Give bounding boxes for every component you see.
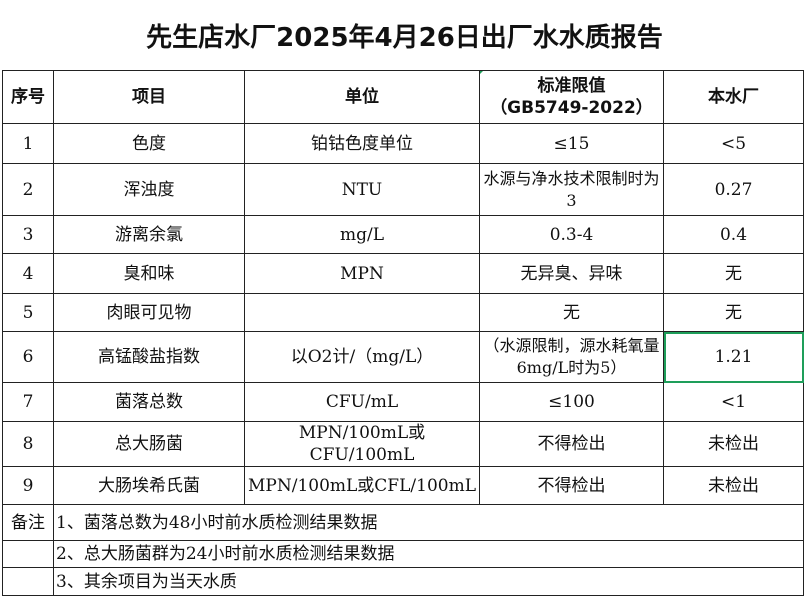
cell-value[interactable]: <1 xyxy=(663,382,804,422)
cell-no[interactable]: 2 xyxy=(2,163,54,216)
cell-limit[interactable]: 0.3-4 xyxy=(479,215,664,254)
cell-unit[interactable]: NTU xyxy=(244,163,480,216)
header-standard[interactable]: 标准限值 （GB5749-2022） xyxy=(479,70,664,124)
cell-item[interactable]: 高锰酸盐指数 xyxy=(53,331,245,383)
cell-limit[interactable]: 不得检出 xyxy=(479,421,664,467)
cell-no[interactable]: 3 xyxy=(2,215,54,254)
cell-limit[interactable]: （水源限制，源水耗氧量6mg/L时为5） xyxy=(479,331,664,383)
cell-value[interactable]: 0.27 xyxy=(663,163,804,216)
note-row: 备注 1、菌落总数为48小时前水质检测结果数据 xyxy=(2,504,804,541)
cell-value[interactable]: <5 xyxy=(663,123,804,164)
cell-no[interactable]: 7 xyxy=(2,382,54,422)
cell-item[interactable]: 色度 xyxy=(53,123,245,164)
table-row: 8 总大肠菌 MPN/100mL或CFU/100mL 不得检出 未检出 xyxy=(2,421,804,467)
header-item[interactable]: 项目 xyxy=(53,70,245,124)
cell-value[interactable]: 1.21 xyxy=(663,331,804,383)
table-row: 9 大肠埃希氏菌 MPN/100mL或CFL/100mL 不得检出 未检出 xyxy=(2,466,804,505)
table-row: 2 浑浊度 NTU 水源与净水技术限制时为3 0.27 xyxy=(2,163,804,216)
empty-cell[interactable] xyxy=(2,540,54,568)
header-plant[interactable]: 本水厂 xyxy=(663,70,804,124)
header-unit[interactable]: 单位 xyxy=(244,70,480,124)
cell-item[interactable]: 大肠埃希氏菌 xyxy=(53,466,245,505)
table-row: 3 游离余氯 mg/L 0.3-4 0.4 xyxy=(2,215,804,254)
note-2[interactable]: 2、总大肠菌群为24小时前水质检测结果数据 xyxy=(53,540,804,568)
header-no[interactable]: 序号 xyxy=(2,70,54,124)
cell-unit[interactable]: MPN/100mL或CFU/100mL xyxy=(244,421,480,467)
table-row: 6 高锰酸盐指数 以O2计/（mg/L） （水源限制，源水耗氧量6mg/L时为5） 1.… xyxy=(2,331,804,383)
cell-value[interactable]: 0.4 xyxy=(663,215,804,254)
cell-item[interactable]: 总大肠菌 xyxy=(53,421,245,467)
cell-item[interactable]: 臭和味 xyxy=(53,253,245,294)
cell-unit[interactable]: 以O2计/（mg/L） xyxy=(244,331,480,383)
cell-item[interactable]: 肉眼可见物 xyxy=(53,293,245,332)
table-row: 1 色度 铂钴色度单位 ≤15 <5 xyxy=(2,123,804,164)
cell-item[interactable]: 菌落总数 xyxy=(53,382,245,422)
cell-value[interactable]: 无 xyxy=(663,293,804,332)
table-row: 7 菌落总数 CFU/mL ≤100 <1 xyxy=(2,382,804,422)
water-quality-table: 序号 项目 单位 标准限值 （GB5749-2022） 本水厂 1 色度 铂钴色度单位… xyxy=(2,70,804,596)
cell-value[interactable]: 无 xyxy=(663,253,804,294)
report-title: 先生店水厂2025年4月26日出厂水水质报告 xyxy=(146,22,663,53)
cell-unit[interactable] xyxy=(244,293,480,332)
header-standard-line1: 标准限值 xyxy=(537,76,606,96)
cell-no[interactable]: 5 xyxy=(2,293,54,332)
cell-no[interactable]: 4 xyxy=(2,253,54,294)
cell-limit[interactable]: ≤100 xyxy=(479,382,664,422)
cell-no[interactable]: 6 xyxy=(2,331,54,383)
cell-limit[interactable]: 无 xyxy=(479,293,664,332)
cell-item[interactable]: 浑浊度 xyxy=(53,163,245,216)
cell-value[interactable]: 未检出 xyxy=(663,421,804,467)
cell-unit[interactable]: 铂钴色度单位 xyxy=(244,123,480,164)
cell-item[interactable]: 游离余氯 xyxy=(53,215,245,254)
table-row: 4 臭和味 MPN 无异臭、异味无 xyxy=(2,253,804,294)
note-1[interactable]: 1、菌落总数为48小时前水质检测结果数据 xyxy=(53,504,804,541)
cell-unit[interactable]: MPN/100mL或CFL/100mL xyxy=(244,466,480,505)
note-row: 3、其余项目为当天水质 xyxy=(2,567,804,596)
header-row: 序号 项目 单位 标准限值 （GB5749-2022） 本水厂 xyxy=(2,70,804,124)
cell-unit[interactable]: MPN xyxy=(244,253,480,294)
cell-no[interactable]: 1 xyxy=(2,123,54,164)
cell-limit[interactable]: 不得检出 xyxy=(479,466,664,505)
cell-no[interactable]: 9 xyxy=(2,466,54,505)
header-standard-line2: （GB5749-2022） xyxy=(490,98,653,118)
cell-value[interactable]: 未检出 xyxy=(663,466,804,505)
empty-cell[interactable] xyxy=(2,567,54,596)
note-row: 2、总大肠菌群为24小时前水质检测结果数据 xyxy=(2,540,804,568)
note-3[interactable]: 3、其余项目为当天水质 xyxy=(53,567,804,596)
cell-no[interactable]: 8 xyxy=(2,421,54,467)
cell-unit[interactable]: mg/L xyxy=(244,215,480,254)
table-row: 5 肉眼可见物 无无 xyxy=(2,293,804,332)
cell-limit[interactable]: 无异臭、异味 xyxy=(479,253,664,294)
notes-label[interactable]: 备注 xyxy=(2,504,54,541)
cell-limit[interactable]: ≤15 xyxy=(479,123,664,164)
cell-limit[interactable]: 水源与净水技术限制时为3 xyxy=(479,163,664,216)
cell-unit[interactable]: CFU/mL xyxy=(244,382,480,422)
